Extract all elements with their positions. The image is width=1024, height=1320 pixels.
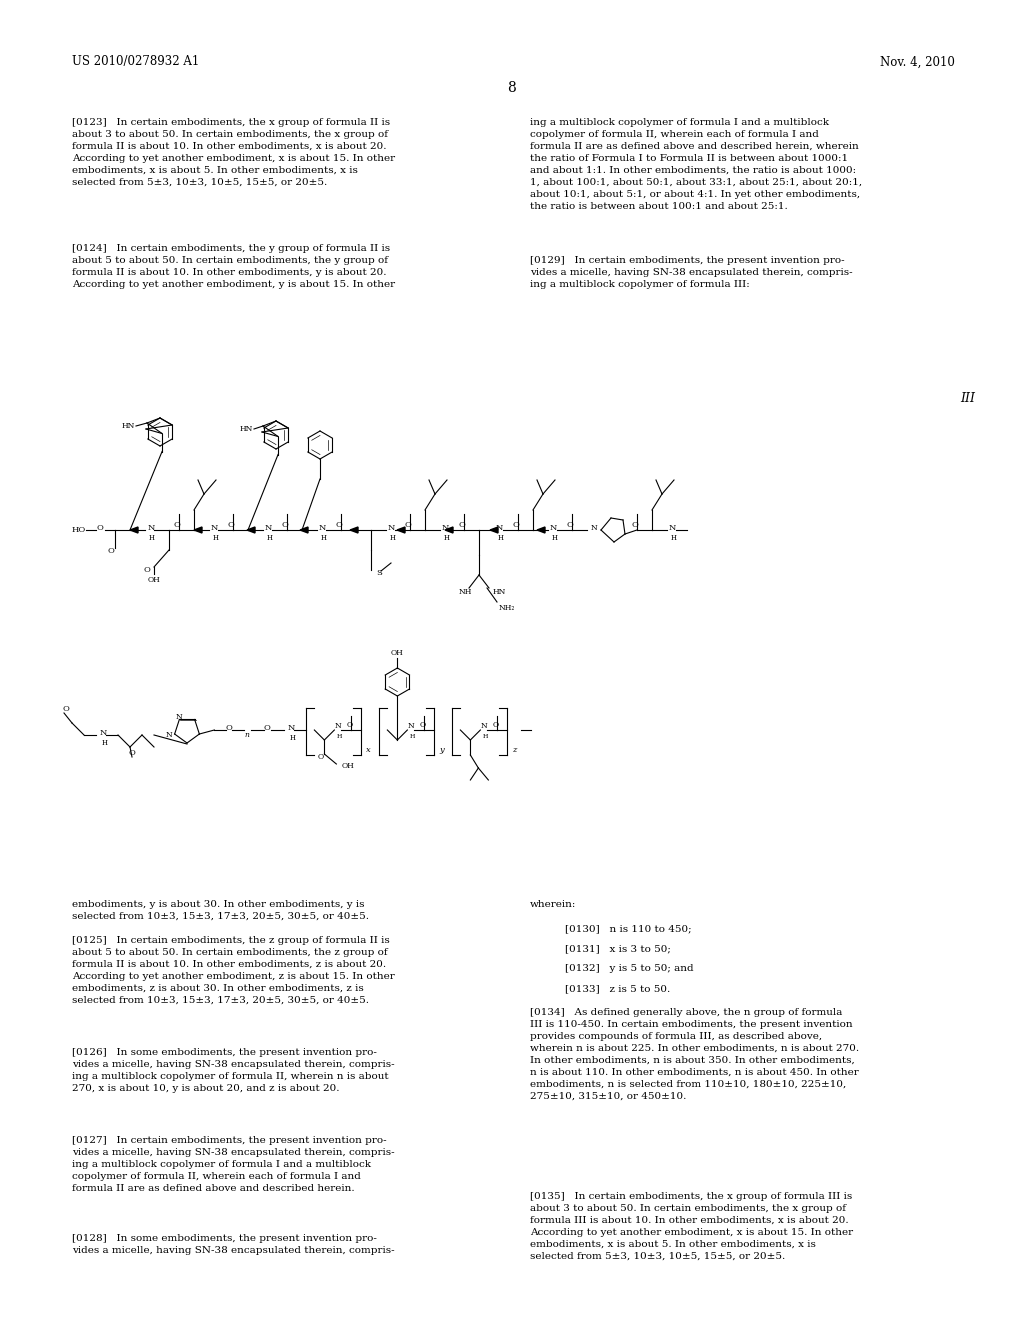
Text: N: N xyxy=(176,714,182,722)
Text: embodiments, y is about 30. In other embodiments, y is
selected from 10±3, 15±3,: embodiments, y is about 30. In other emb… xyxy=(72,900,369,921)
Text: [0132]   y is 5 to 50; and: [0132] y is 5 to 50; and xyxy=(565,964,693,973)
Text: [0133]   z is 5 to 50.: [0133] z is 5 to 50. xyxy=(565,983,671,993)
Text: H: H xyxy=(102,739,108,747)
Text: O: O xyxy=(493,721,499,729)
Text: O: O xyxy=(459,521,466,529)
Text: H: H xyxy=(671,535,677,543)
Polygon shape xyxy=(130,527,138,533)
Text: HN: HN xyxy=(493,587,507,597)
Text: N: N xyxy=(211,524,218,532)
Text: [0127]   In certain embodiments, the present invention pro-
vides a micelle, hav: [0127] In certain embodiments, the prese… xyxy=(72,1137,394,1193)
Text: H: H xyxy=(390,535,396,543)
Text: [0131]   x is 3 to 50;: [0131] x is 3 to 50; xyxy=(565,944,671,953)
Text: NH: NH xyxy=(459,587,472,597)
Text: S: S xyxy=(376,569,382,577)
Text: y: y xyxy=(439,746,444,754)
Polygon shape xyxy=(350,527,358,533)
Text: ing a multiblock copolymer of formula I and a multiblock
copolymer of formula II: ing a multiblock copolymer of formula I … xyxy=(530,117,862,211)
Text: N: N xyxy=(265,524,272,532)
Text: O: O xyxy=(346,721,352,729)
Text: [0125]   In certain embodiments, the z group of formula II is
about 5 to about 5: [0125] In certain embodiments, the z gro… xyxy=(72,936,394,1005)
Text: III: III xyxy=(961,392,975,404)
Text: z: z xyxy=(512,746,517,754)
Text: HO: HO xyxy=(72,525,86,535)
Text: 8: 8 xyxy=(508,81,516,95)
Text: O: O xyxy=(336,521,342,529)
Text: O: O xyxy=(317,752,324,762)
Text: N: N xyxy=(590,524,597,532)
Text: N: N xyxy=(496,524,504,532)
Text: [0126]   In some embodiments, the present invention pro-
vides a micelle, having: [0126] In some embodiments, the present … xyxy=(72,1048,394,1093)
Text: N: N xyxy=(335,722,341,730)
Text: O: O xyxy=(513,521,519,529)
Text: N: N xyxy=(319,524,327,532)
Text: O: O xyxy=(419,721,425,729)
Text: [0128]   In some embodiments, the present invention pro-
vides a micelle, having: [0128] In some embodiments, the present … xyxy=(72,1234,394,1255)
Text: H: H xyxy=(552,535,558,543)
Text: [0135]   In certain embodiments, the x group of formula III is
about 3 to about : [0135] In certain embodiments, the x gro… xyxy=(530,1192,853,1261)
Text: n: n xyxy=(245,731,250,739)
Text: OH: OH xyxy=(147,576,161,583)
Text: [0129]   In certain embodiments, the present invention pro-
vides a micelle, hav: [0129] In certain embodiments, the prese… xyxy=(530,256,853,289)
Polygon shape xyxy=(194,527,202,533)
Polygon shape xyxy=(490,527,498,533)
Text: O: O xyxy=(108,546,115,554)
Text: O: O xyxy=(143,566,151,574)
Text: N: N xyxy=(669,524,677,532)
Text: N: N xyxy=(100,729,108,737)
Text: N: N xyxy=(550,524,557,532)
Text: H: H xyxy=(150,535,155,543)
Text: H: H xyxy=(321,535,327,543)
Text: O: O xyxy=(226,723,232,733)
Text: US 2010/0278932 A1: US 2010/0278932 A1 xyxy=(72,55,200,69)
Text: Nov. 4, 2010: Nov. 4, 2010 xyxy=(880,55,955,69)
Text: H: H xyxy=(290,734,295,742)
Text: H: H xyxy=(410,734,415,739)
Text: [0124]   In certain embodiments, the y group of formula II is
about 5 to about 5: [0124] In certain embodiments, the y gro… xyxy=(72,244,395,289)
Text: O: O xyxy=(404,521,412,529)
Text: H: H xyxy=(267,535,273,543)
Text: O: O xyxy=(566,521,573,529)
Text: H: H xyxy=(482,734,488,739)
Text: O: O xyxy=(632,521,638,529)
Text: H: H xyxy=(498,535,504,543)
Text: N: N xyxy=(288,723,295,733)
Text: wherein:: wherein: xyxy=(530,900,577,909)
Text: N: N xyxy=(166,731,173,739)
Text: O: O xyxy=(282,521,289,529)
Text: H: H xyxy=(337,734,342,739)
Polygon shape xyxy=(300,527,308,533)
Text: N: N xyxy=(388,524,395,532)
Text: N: N xyxy=(408,722,414,730)
Text: O: O xyxy=(264,723,270,733)
Text: O: O xyxy=(227,521,234,529)
Text: O: O xyxy=(96,524,103,532)
Text: N: N xyxy=(148,524,156,532)
Text: x: x xyxy=(367,746,371,754)
Text: NH₂: NH₂ xyxy=(499,605,515,612)
Text: N: N xyxy=(480,722,487,730)
Text: [0134]   As defined generally above, the n group of formula
III is 110-450. In c: [0134] As defined generally above, the n… xyxy=(530,1008,859,1101)
Text: O: O xyxy=(62,705,70,713)
Polygon shape xyxy=(397,527,406,533)
Text: H: H xyxy=(213,535,219,543)
Polygon shape xyxy=(445,527,453,533)
Polygon shape xyxy=(247,527,255,533)
Text: [0130]   n is 110 to 450;: [0130] n is 110 to 450; xyxy=(565,924,691,933)
Text: HN: HN xyxy=(240,425,253,433)
Text: [0123]   In certain embodiments, the x group of formula II is
about 3 to about 5: [0123] In certain embodiments, the x gro… xyxy=(72,117,395,186)
Text: OH: OH xyxy=(341,762,354,770)
Text: OH: OH xyxy=(391,649,403,657)
Text: O: O xyxy=(173,521,180,529)
Text: HN: HN xyxy=(122,422,135,430)
Polygon shape xyxy=(537,527,545,533)
Text: N: N xyxy=(442,524,450,532)
Text: H: H xyxy=(444,535,450,543)
Text: O: O xyxy=(129,748,135,756)
